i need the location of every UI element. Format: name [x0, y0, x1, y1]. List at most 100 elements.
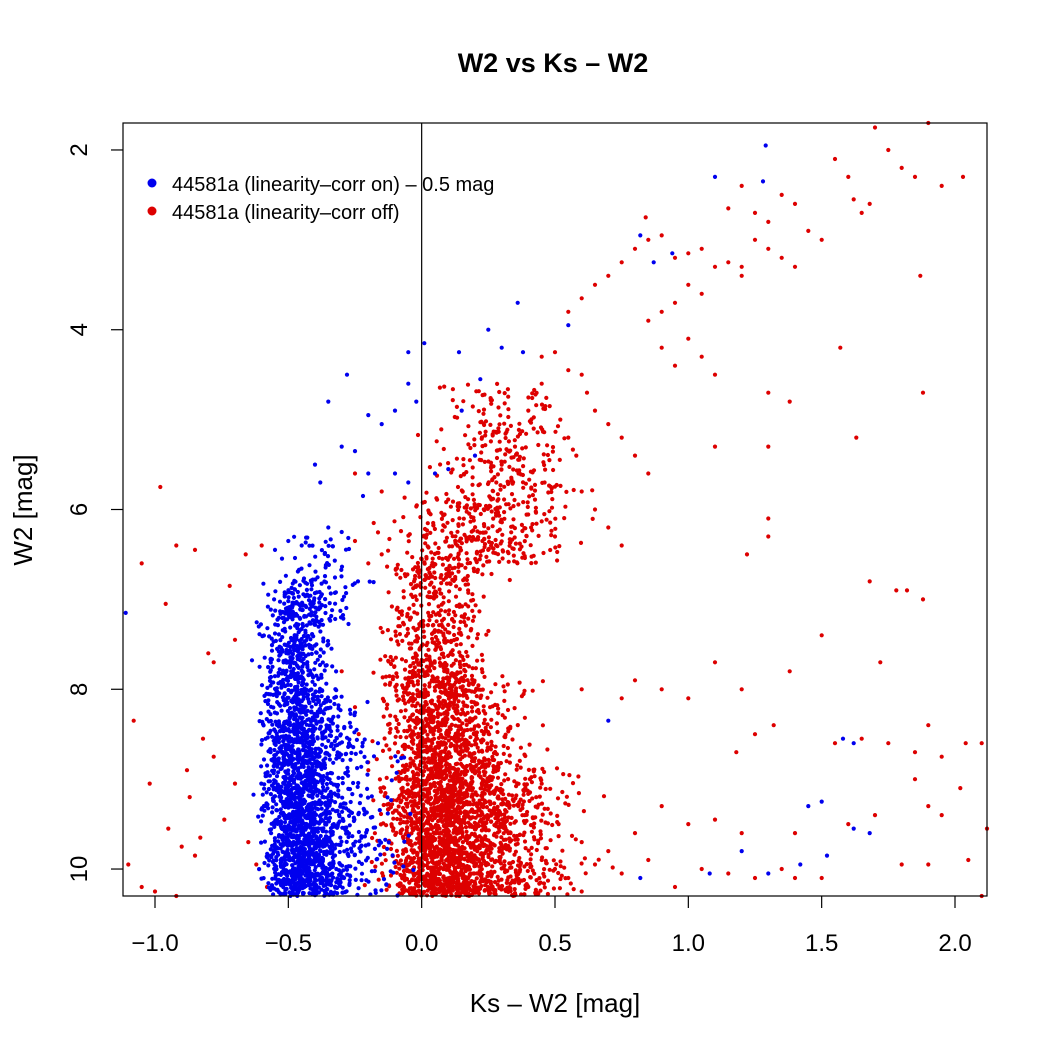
data-point-red: [371, 520, 376, 526]
data-point-blue: [276, 632, 281, 637]
data-point-red: [407, 669, 412, 675]
data-point-red: [450, 648, 455, 653]
data-point-red: [859, 736, 864, 741]
data-point-red: [502, 689, 507, 694]
data-point-red: [467, 688, 472, 693]
data-point-red: [846, 174, 851, 179]
data-point-red: [479, 877, 484, 882]
data-point-red: [507, 760, 512, 765]
data-point-blue: [290, 591, 296, 596]
data-point-red: [430, 887, 435, 892]
data-point-red: [388, 846, 394, 852]
data-point-red: [610, 865, 615, 870]
data-point-red: [854, 435, 859, 440]
data-point-red: [547, 867, 552, 872]
data-point-red: [522, 839, 528, 844]
data-point-red: [456, 699, 461, 704]
data-point-red: [382, 736, 387, 741]
data-point-red: [505, 682, 510, 687]
data-point-red: [380, 675, 385, 680]
data-point-red: [442, 749, 447, 755]
data-point-red: [384, 743, 389, 748]
data-point-red: [407, 842, 412, 847]
data-point-red: [427, 654, 432, 659]
data-point-red: [522, 688, 527, 694]
data-point-red: [542, 885, 547, 890]
data-point-red: [454, 404, 459, 409]
data-point-red: [438, 723, 443, 728]
data-point-red: [413, 794, 418, 799]
data-point-red: [520, 446, 525, 451]
data-point-red: [394, 693, 399, 698]
data-point-red: [434, 771, 439, 776]
data-point-red: [418, 585, 424, 590]
data-point-red: [491, 489, 496, 494]
data-point-red: [417, 763, 422, 768]
data-point-red: [672, 884, 678, 890]
data-point-red: [404, 820, 409, 825]
data-point-red: [448, 811, 453, 817]
data-point-red: [867, 201, 872, 206]
data-point-red: [492, 757, 497, 763]
data-point-red: [452, 414, 457, 420]
data-point-red: [495, 552, 501, 557]
data-point-red: [510, 737, 515, 742]
data-point-red: [573, 837, 578, 842]
data-point-red: [517, 431, 523, 437]
data-point-red: [413, 584, 418, 589]
data-point-red: [502, 497, 507, 502]
data-point-red: [499, 802, 504, 807]
data-point-red: [592, 862, 598, 867]
data-point-red: [492, 880, 498, 885]
data-point-red: [437, 660, 443, 666]
data-point-red: [227, 583, 232, 589]
data-point-red: [455, 776, 460, 782]
data-point-red: [453, 539, 458, 544]
data-point-red: [460, 721, 465, 726]
data-point-red: [427, 590, 432, 595]
data-point-red: [398, 813, 403, 818]
data-point-red: [472, 569, 477, 574]
data-point-red: [437, 656, 442, 661]
data-point-red: [446, 790, 451, 795]
data-point-red: [388, 654, 393, 660]
data-point-red: [495, 703, 500, 708]
data-point-red: [457, 829, 463, 834]
data-point-red: [477, 760, 482, 766]
data-point-red: [548, 838, 553, 843]
data-point-red: [470, 824, 475, 830]
data-point-red: [443, 742, 448, 747]
data-point-red: [530, 528, 535, 533]
data-point-red: [432, 688, 438, 693]
data-point-red: [398, 817, 403, 822]
data-point-red: [397, 632, 402, 637]
data-point-red: [499, 835, 504, 840]
data-point-red: [464, 536, 469, 542]
data-point-red: [508, 423, 513, 428]
data-point-red: [407, 691, 412, 696]
data-point-red: [501, 865, 506, 870]
data-point-red: [672, 255, 678, 260]
data-point-blue: [268, 887, 273, 893]
data-point-red: [530, 395, 535, 401]
data-point-red: [442, 666, 447, 671]
data-point-red: [528, 857, 533, 862]
data-point-red: [417, 889, 422, 894]
data-point-red: [463, 623, 468, 628]
data-point-red: [391, 816, 396, 821]
data-point-red: [476, 483, 481, 488]
data-point-red: [508, 865, 513, 870]
data-point-red: [468, 519, 473, 524]
data-point-red: [912, 750, 918, 755]
data-point-red: [532, 482, 538, 487]
data-point-red: [512, 852, 517, 857]
data-point-red: [405, 626, 410, 632]
data-point-red: [477, 798, 482, 803]
data-point-red: [430, 636, 435, 641]
data-point-blue: [257, 664, 262, 669]
data-point-red: [497, 824, 502, 829]
data-point-red: [466, 442, 471, 447]
data-point-red: [413, 573, 418, 579]
data-point-red: [426, 602, 432, 607]
data-point-red: [529, 829, 535, 834]
